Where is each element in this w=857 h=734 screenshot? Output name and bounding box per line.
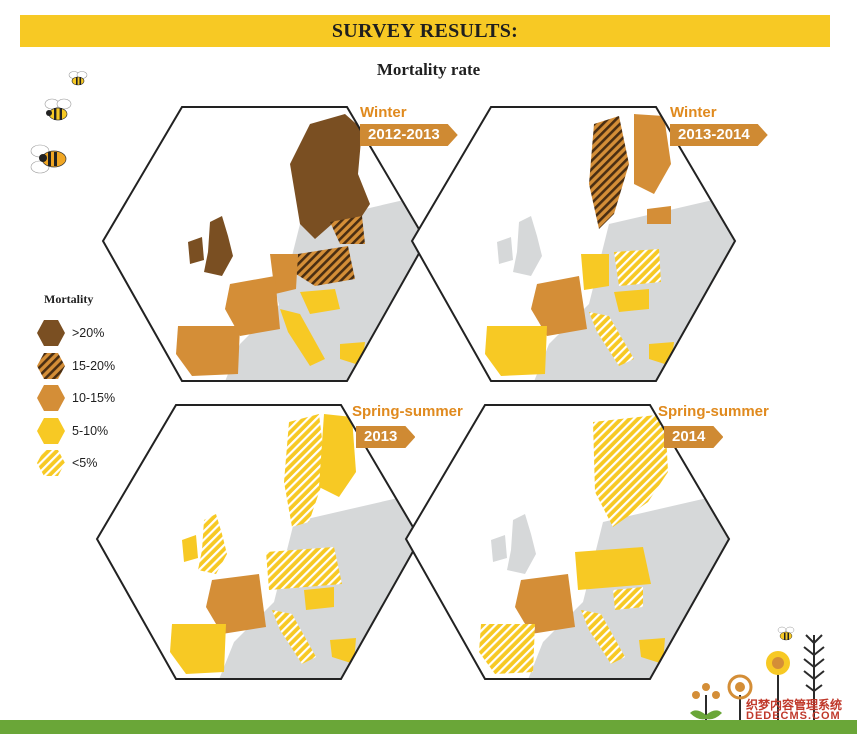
season-label: Winter [670,104,717,121]
page-subtitle: Mortality rate [376,60,481,79]
region-hungary [304,587,334,610]
region-italy [272,610,316,664]
map-panel-spring-summer-2014 [403,402,733,692]
region-poland [296,246,355,286]
season-label: Spring-summer [658,403,769,420]
region-sweden [284,414,326,527]
region-iberia [176,326,240,376]
legend-title: Mortality [44,292,94,306]
page-title: SURVEY RESULTS: [331,19,519,42]
season-label: Spring-summer [352,403,463,420]
legend-item: 15-20% [36,350,146,383]
region-germany [270,254,298,294]
map-panel-winter-2013-2014 [409,104,739,394]
europe-map-winter-2012-2013 [101,106,428,382]
map-panel-spring-summer-2013 [94,402,424,692]
region-central [266,547,342,590]
legend-swatch [37,352,65,379]
map-panel-winter-2012-2013 [100,104,430,394]
legend-item: <5% [36,447,146,480]
legend-label: 10-15% [72,391,116,406]
region-iberia [485,326,547,376]
region-baltics [647,206,671,224]
year-tag: 2013-2014 [670,124,768,146]
europe-map-winter-2013-2014 [410,106,737,382]
region-scandinavia [290,114,370,239]
season-label: Winter [360,104,407,121]
flowers-illustration [690,626,825,723]
legend-item: 5-10% [36,415,146,448]
legend-swatch [37,450,65,477]
region-scandinavia [593,414,668,527]
region-finland [634,114,671,194]
bees-illustration [30,71,88,174]
region-central [575,547,651,590]
year-tag: 2013 [356,426,415,448]
footer-bar [0,720,857,734]
region-iberia [479,624,535,674]
region-central [614,289,649,312]
region-italy [589,312,634,366]
legend-item: 10-15% [36,382,146,415]
region-france [225,276,280,336]
region-italy [280,309,325,366]
region-uk [204,216,233,276]
legend-swatch [37,320,65,347]
year-tag: 2012-2013 [360,124,458,146]
region-greece [330,638,356,664]
watermark-line2: DEDECMS.COM [746,710,841,722]
region-iberia [170,624,226,674]
region-central [300,289,340,314]
region-greece [639,638,665,664]
region-baltics [330,216,365,244]
watermark-line1: 织梦内容管理系统 [746,698,843,712]
title-banner: SURVEY RESULTS: [20,15,830,47]
europe-map-spring-summer-2014 [404,404,731,680]
region-hungary [613,587,643,610]
region-finland [319,414,356,497]
legend-label: 15-20% [72,358,116,373]
legend-swatch [37,385,65,412]
legend-label: 5-10% [72,423,109,438]
year-tag: 2014 [664,426,723,448]
legend-label: <5% [72,456,98,471]
region-france [206,574,266,634]
map-legend: Mortality >20% 15-20% 10-15% 5-10% <5% [36,292,146,480]
region-sweden [589,116,629,229]
region-ireland [188,237,204,264]
region-uk [198,514,227,574]
region-ireland [182,535,198,562]
region-france [531,276,587,336]
legend-item: >20% [36,317,146,350]
legend-swatch [37,417,65,444]
europe-map-spring-summer-2013 [95,404,422,680]
region-france [515,574,575,634]
legend-label: >20% [72,326,105,341]
region-poland [614,249,661,286]
region-italy [581,610,625,664]
region-germany [581,254,609,290]
